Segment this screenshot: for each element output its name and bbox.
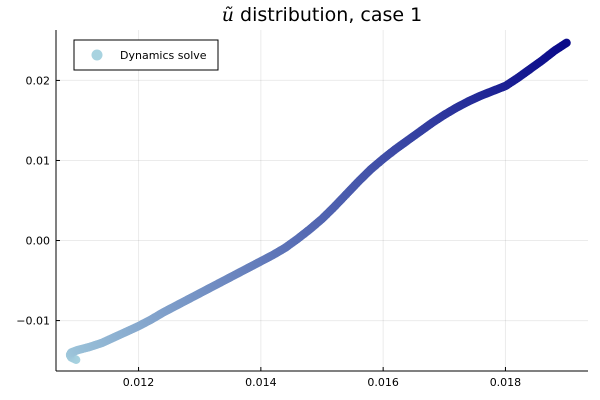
legend-label: Dynamics solve bbox=[120, 49, 207, 62]
ticks: 0.012 0.014 0.016 0.018 −0.01 0.00 0.01 0.02 bbox=[16, 74, 521, 389]
x-tick-label-2: 0.016 bbox=[367, 376, 399, 389]
x-tick-label-0: 0.012 bbox=[123, 376, 155, 389]
legend: Dynamics solve bbox=[73, 39, 219, 71]
y-tick-label-1: 0.00 bbox=[26, 235, 51, 248]
axes bbox=[55, 30, 588, 372]
y-tick-label-2: 0.01 bbox=[26, 154, 51, 167]
x-tick-label-1: 0.014 bbox=[245, 376, 277, 389]
data-point bbox=[562, 38, 571, 48]
legend-marker bbox=[91, 49, 103, 61]
x-tick-label-3: 0.018 bbox=[490, 376, 522, 389]
y-tick-label-3: 0.02 bbox=[26, 74, 51, 87]
title-math: ũ bbox=[222, 4, 234, 26]
title-text: distribution, case 1 bbox=[234, 4, 422, 26]
y-tick-label-0: −0.01 bbox=[16, 315, 50, 328]
chart-title: ũ distribution, case 1 bbox=[222, 4, 422, 26]
series-dynamics-solve bbox=[65, 38, 571, 364]
